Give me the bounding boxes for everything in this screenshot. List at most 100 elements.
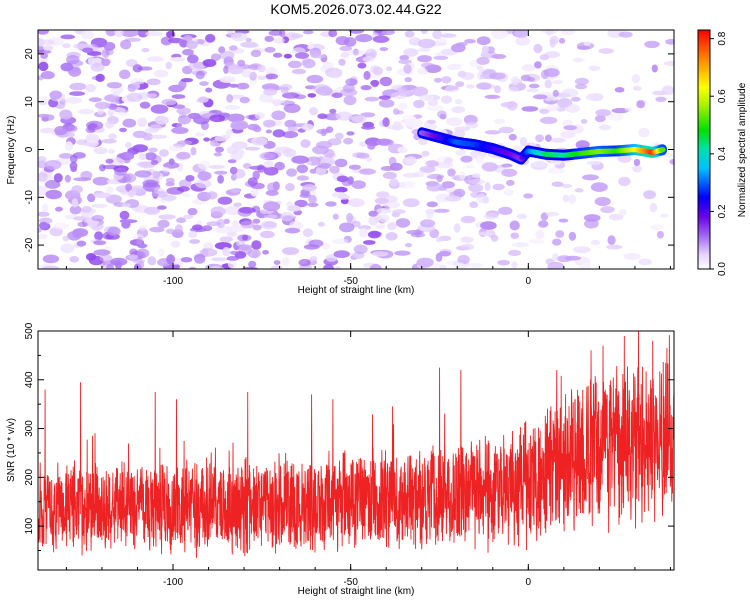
noise-patch [340,51,350,58]
noise-patch [510,232,519,239]
noise-patch [122,118,137,128]
noise-patch [165,181,175,187]
noise-patch [227,225,245,233]
noise-patch [420,30,428,35]
noise-patch [81,206,92,213]
noise-patch [227,30,234,36]
noise-patch [332,213,339,220]
noise-patch [379,47,389,52]
y-tick-label: 100 [24,517,35,534]
noise-patch [69,154,78,164]
noise-patch [165,61,173,70]
noise-patch [183,214,194,219]
noise-patch [367,142,376,150]
noise-patch [263,160,274,168]
noise-patch [38,61,49,72]
noise-patch [42,45,54,51]
noise-patch [455,149,466,156]
noise-patch [172,104,186,109]
noise-patch [110,257,128,266]
noise-patch [237,59,246,67]
noise-patch [574,188,584,193]
noise-patch [378,214,390,223]
noise-patch [376,191,390,199]
noise-patch [38,30,49,35]
ridge-point [659,147,666,153]
noise-patch [62,43,71,49]
noise-patch [382,171,397,180]
noise-patch [398,102,408,110]
noise-patch [38,233,48,240]
noise-patch [263,166,279,176]
noise-patch [417,38,436,49]
noise-patch [93,192,112,199]
noise-patch [436,175,443,183]
noise-patch [585,93,604,101]
noise-patch [132,258,145,264]
noise-patch [386,66,393,72]
noise-patch [290,33,304,39]
noise-patch [38,160,48,169]
noise-patch [493,118,506,125]
noise-patch [404,77,413,83]
noise-patch [371,82,379,88]
noise-patch [396,86,408,93]
noise-patch [250,136,268,146]
noise-patch [93,240,106,246]
noise-patch [457,70,467,78]
noise-patch [426,119,437,125]
noise-patch [501,163,513,168]
colorbar-ticks: 0.0 0.2 0.4 0.6 0.8 [710,31,728,276]
noise-patch [509,220,520,231]
noise-patch [434,77,442,83]
noise-patch [432,30,443,40]
noise-patch [528,83,540,89]
noise-patch [229,187,241,193]
noise-patch [426,201,438,208]
noise-patch [303,30,314,35]
noise-patch [441,76,452,84]
noise-patch [333,250,350,258]
noise-patch [575,140,590,150]
noise-patch [636,100,645,109]
noise-patch [406,230,424,235]
noise-patch [438,250,451,257]
noise-patch [423,121,430,131]
noise-patch [69,91,86,96]
noise-patch [580,119,588,124]
noise-patch [375,224,386,230]
noise-patch [338,58,346,66]
noise-patch [91,215,104,222]
noise-patch [219,236,234,243]
noise-patch [371,251,389,257]
noise-patch [399,180,416,189]
noise-patch [195,256,204,262]
noise-patch [339,222,355,233]
noise-patch [575,83,587,90]
noise-patch [296,175,309,181]
noise-patch [552,253,559,261]
noise-patch [195,132,205,137]
noise-patch [583,41,591,46]
noise-patch [594,196,611,207]
noise-patch [245,37,252,42]
noise-patch [484,130,501,135]
noise-patch [469,263,484,268]
noise-patch [521,106,539,112]
noise-patch [203,242,214,250]
noise-patch [302,58,316,69]
y-tick-label: -20 [24,237,35,252]
noise-patch [376,207,392,214]
noise-patch [241,68,251,78]
noise-patch [362,56,375,62]
spectrogram-xlabel: Height of straight line (km) [298,285,415,296]
noise-patch [391,91,407,100]
noise-patch [273,37,285,44]
noise-patch [357,62,367,69]
noise-patch [223,218,230,224]
noise-patch [445,195,462,202]
noise-patch [111,86,124,94]
x-tick-label: -100 [163,276,183,287]
noise-patch [87,57,96,65]
noise-patch [561,184,573,188]
